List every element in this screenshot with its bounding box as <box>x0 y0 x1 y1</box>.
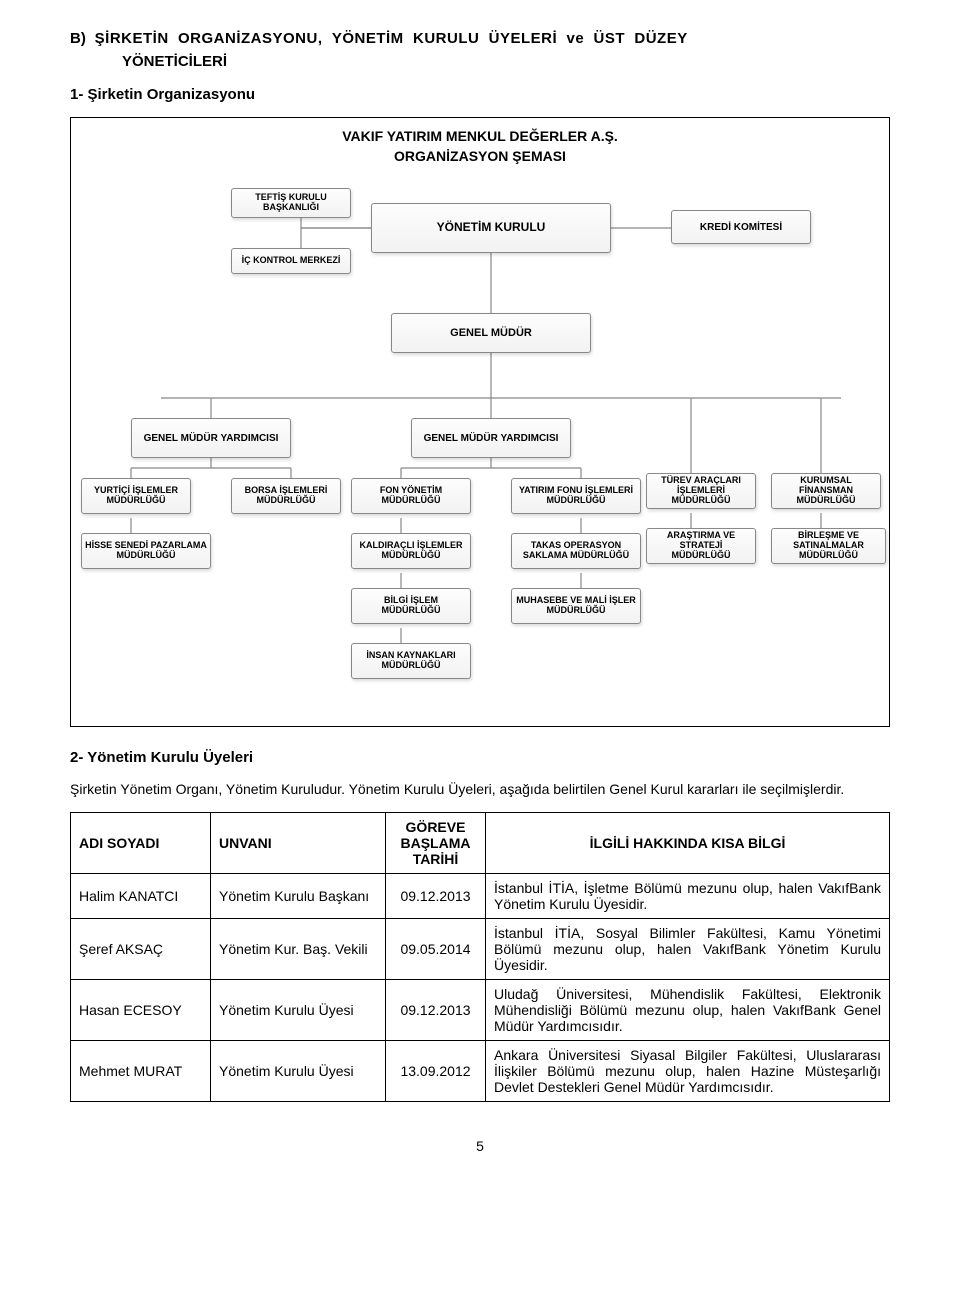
box-ik: İNSAN KAYNAKLARI MÜDÜRLÜĞÜ <box>351 643 471 679</box>
box-hisse: HİSSE SENEDİ PAZARLAMA MÜDÜRLÜĞÜ <box>81 533 211 569</box>
box-arastirma: ARAŞTIRMA VE STRATEJİ MÜDÜRLÜĞÜ <box>646 528 756 564</box>
cell-date: 09.12.2013 <box>386 980 486 1041</box>
section-b-heading-line2: YÖNETİCİLERİ <box>70 53 890 70</box>
box-muhasebe: MUHASEBE VE MALİ İŞLER MÜDÜRLÜĞÜ <box>511 588 641 624</box>
table-row: Hasan ECESOY Yönetim Kurulu Üyesi 09.12.… <box>71 980 890 1041</box>
cell-title: Yönetim Kur. Baş. Vekili <box>211 919 386 980</box>
th-info: İLGİLİ HAKKINDA KISA BİLGİ <box>486 813 890 874</box>
box-takas: TAKAS OPERASYON SAKLAMA MÜDÜRLÜĞÜ <box>511 533 641 569</box>
box-kaldirac: KALDIRAÇLI İŞLEMLER MÜDÜRLÜĞÜ <box>351 533 471 569</box>
box-ickontrol: İÇ KONTROL MERKEZİ <box>231 248 351 274</box>
cell-title: Yönetim Kurulu Üyesi <box>211 980 386 1041</box>
cell-info: Uludağ Üniversitesi, Mühendislik Fakülte… <box>486 980 890 1041</box>
cell-info: Ankara Üniversitesi Siyasal Bilgiler Fak… <box>486 1041 890 1102</box>
box-yatfon: YATIRIM FONU İŞLEMLERİ MÜDÜRLÜĞÜ <box>511 478 641 514</box>
yk-para: Şirketin Yönetim Organı, Yönetim Kurulud… <box>70 780 890 798</box>
box-yk: YÖNETİM KURULU <box>371 203 611 253</box>
members-table: ADI SOYADI UNVANI GÖREVE BAŞLAMA TARİHİ … <box>70 812 890 1102</box>
section-b-heading: B) ŞİRKETİN ORGANİZASYONU, YÖNETİM KURUL… <box>70 30 890 47</box>
box-bilgi: BİLGİ İŞLEM MÜDÜRLÜĞÜ <box>351 588 471 624</box>
cell-date: 09.05.2014 <box>386 919 486 980</box>
cell-name: Mehmet MURAT <box>71 1041 211 1102</box>
sub1: 1- Şirketin Organizasyonu <box>70 86 890 103</box>
sub2: 2- Yönetim Kurulu Üyeleri <box>70 749 890 766</box>
box-kredi: KREDİ KOMİTESİ <box>671 210 811 244</box>
box-fon: FON YÖNETİM MÜDÜRLÜĞÜ <box>351 478 471 514</box>
heading-text-line1: B) ŞİRKETİN ORGANİZASYONU, YÖNETİM KURUL… <box>70 30 688 47</box>
cell-info: İstanbul İTİA, Sosyal Bilimler Fakültesi… <box>486 919 890 980</box>
box-borsa: BORSA İŞLEMLERİ MÜDÜRLÜĞÜ <box>231 478 341 514</box>
box-birlesme: BİRLEŞME VE SATINALMALAR MÜDÜRLÜĞÜ <box>771 528 886 564</box>
heading-letter: B) <box>70 30 86 47</box>
box-teftis: TEFTİŞ KURULU BAŞKANLIĞI <box>231 188 351 218</box>
box-gm: GENEL MÜDÜR <box>391 313 591 353</box>
cell-name: Hasan ECESOY <box>71 980 211 1041</box>
table-header-row: ADI SOYADI UNVANI GÖREVE BAŞLAMA TARİHİ … <box>71 813 890 874</box>
cell-title: Yönetim Kurulu Başkanı <box>211 874 386 919</box>
box-yurtici: YURTİÇİ İŞLEMLER MÜDÜRLÜĞÜ <box>81 478 191 514</box>
th-title: UNVANI <box>211 813 386 874</box>
th-name: ADI SOYADI <box>71 813 211 874</box>
box-turev: TÜREV ARAÇLARI İŞLEMLERİ MÜDÜRLÜĞÜ <box>646 473 756 509</box>
table-row: Şeref AKSAÇ Yönetim Kur. Baş. Vekili 09.… <box>71 919 890 980</box>
box-gmy2: GENEL MÜDÜR YARDIMCISI <box>411 418 571 458</box>
cell-date: 13.09.2012 <box>386 1041 486 1102</box>
cell-info: İstanbul İTİA, İşletme Bölümü mezunu olu… <box>486 874 890 919</box>
cell-name: Halim KANATCI <box>71 874 211 919</box>
org-chart: VAKIF YATIRIM MENKUL DEĞERLER A.Ş. ORGAN… <box>70 117 890 727</box>
box-kurumsal: KURUMSAL FİNANSMAN MÜDÜRLÜĞÜ <box>771 473 881 509</box>
table-row: Halim KANATCI Yönetim Kurulu Başkanı 09.… <box>71 874 890 919</box>
cell-date: 09.12.2013 <box>386 874 486 919</box>
cell-title: Yönetim Kurulu Üyesi <box>211 1041 386 1102</box>
table-row: Mehmet MURAT Yönetim Kurulu Üyesi 13.09.… <box>71 1041 890 1102</box>
box-gmy1: GENEL MÜDÜR YARDIMCISI <box>131 418 291 458</box>
th-date: GÖREVE BAŞLAMA TARİHİ <box>386 813 486 874</box>
cell-name: Şeref AKSAÇ <box>71 919 211 980</box>
page-number: 5 <box>70 1138 890 1154</box>
